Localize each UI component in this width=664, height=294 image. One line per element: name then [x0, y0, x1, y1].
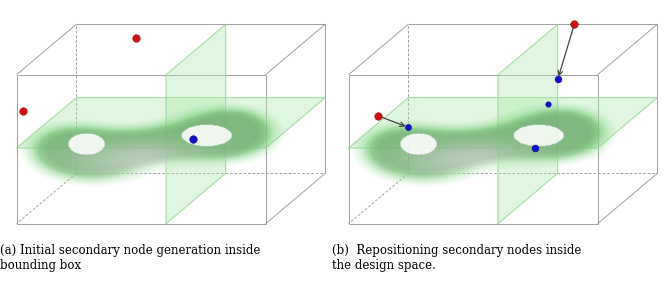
Text: (a) Initial secondary node generation inside
bounding box: (a) Initial secondary node generation in… [0, 244, 260, 272]
Polygon shape [17, 98, 325, 148]
Polygon shape [349, 98, 657, 148]
Polygon shape [498, 24, 558, 224]
Text: (b)  Repositioning secondary nodes inside
the design space.: (b) Repositioning secondary nodes inside… [332, 244, 582, 272]
Polygon shape [166, 24, 226, 224]
